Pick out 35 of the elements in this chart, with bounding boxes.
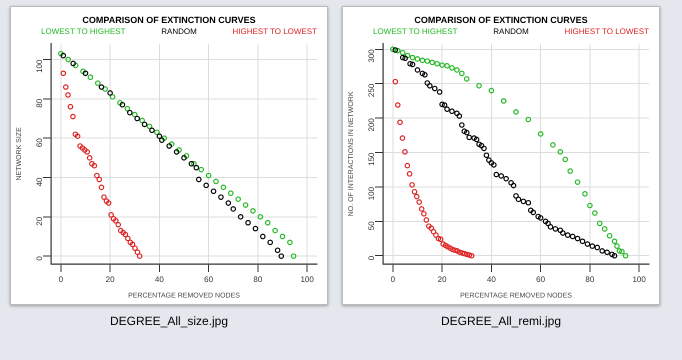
text: DEGREE_All_remi.jpg <box>440 313 562 329</box>
y-tick-label: 300 <box>367 48 376 63</box>
x-tick-label: 60 <box>536 275 546 284</box>
x-tick-label: 80 <box>253 275 263 284</box>
y-tick-label: 250 <box>367 83 376 98</box>
x-tick-label: 100 <box>632 275 646 284</box>
x-tick-label: 80 <box>585 275 595 284</box>
x-tick-label: 0 <box>390 275 396 284</box>
text: HIGHEST TO LOWEST <box>564 27 649 36</box>
x-tick-label: 40 <box>486 275 496 284</box>
x-tick-label: 60 <box>204 275 214 284</box>
text: HIGHEST TO LOWEST <box>232 27 317 36</box>
text: RANDOM <box>493 27 529 36</box>
y-tick-label: 150 <box>367 152 376 166</box>
chart-title: COMPARISON OF EXTINCTION CURVES <box>81 15 257 25</box>
y-tick-label: 100 <box>35 58 44 73</box>
y-tick-label: 60 <box>35 138 44 148</box>
x-tick-label: 40 <box>154 275 164 284</box>
y-tick-label: 100 <box>367 186 376 200</box>
y-tick-label: 0 <box>35 256 44 261</box>
y-tick-label: 0 <box>367 255 376 260</box>
x-tick-label: 20 <box>106 275 116 284</box>
y-tick-label: 50 <box>367 220 376 230</box>
x-tick-label: 0 <box>58 275 64 284</box>
text: DEGREE_All_size.jpg <box>108 313 230 329</box>
text: LOWEST TO HIGHEST <box>41 27 126 36</box>
text: RANDOM <box>161 27 197 36</box>
y-tick-label: 80 <box>35 98 44 108</box>
chart-title: COMPARISON OF EXTINCTION CURVES <box>413 15 589 25</box>
text: LOWEST TO HIGHEST <box>373 27 458 36</box>
x-tick-label: 20 <box>438 275 448 284</box>
y-tick-label: 200 <box>367 118 376 132</box>
x-tick-label: 100 <box>300 275 314 284</box>
y-tick-label: 40 <box>35 176 44 186</box>
y-tick-label: 20 <box>35 216 44 226</box>
